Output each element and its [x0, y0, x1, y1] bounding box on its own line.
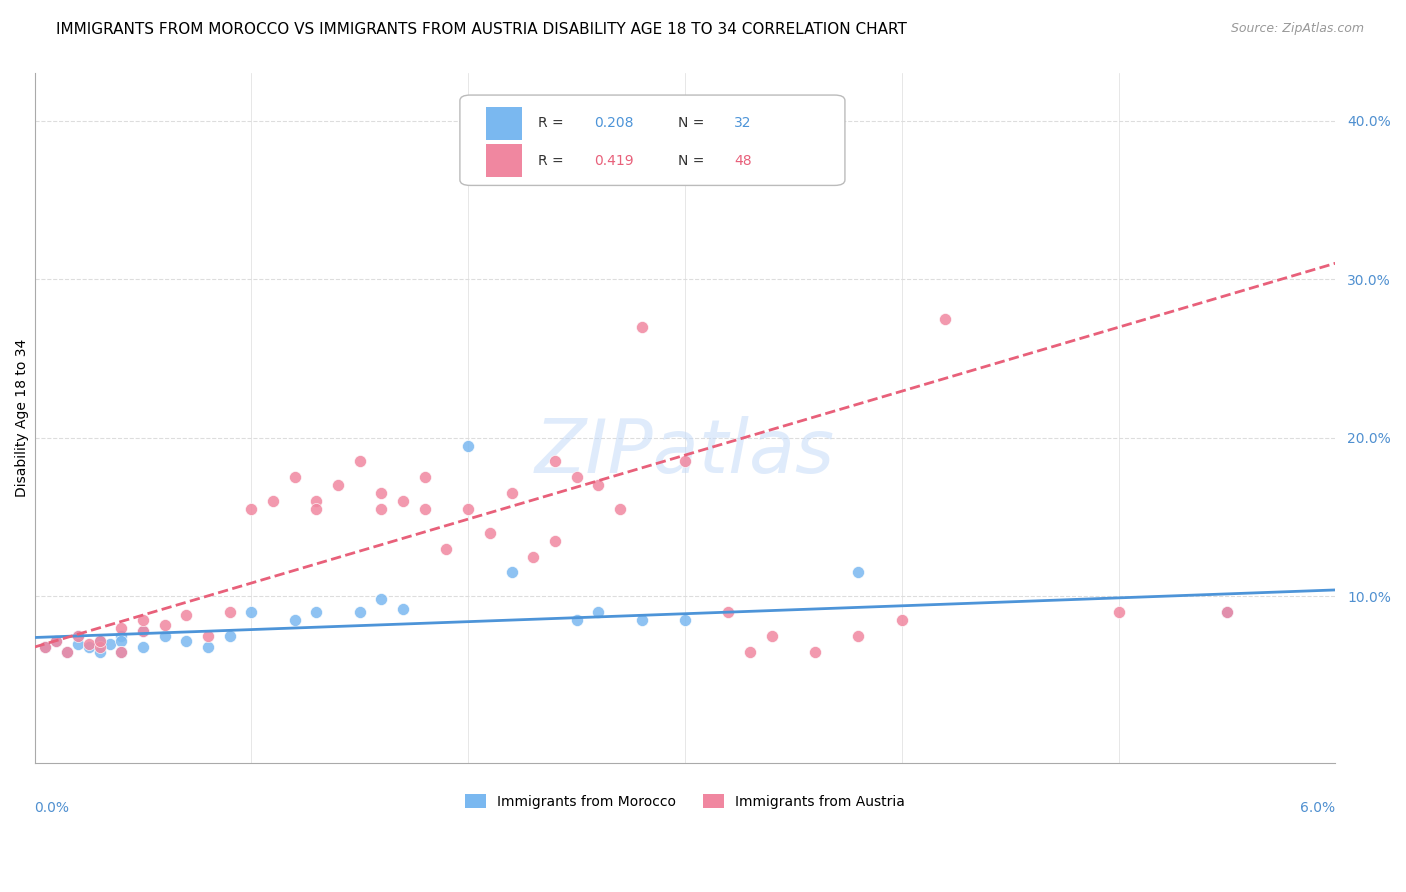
- Point: [110, 633, 132, 648]
- Point: [673, 613, 696, 627]
- Point: [501, 486, 523, 500]
- Point: [110, 645, 132, 659]
- Point: [565, 613, 588, 627]
- Point: [66, 629, 89, 643]
- Point: [501, 566, 523, 580]
- Point: [284, 613, 307, 627]
- Point: [586, 605, 609, 619]
- Point: [413, 502, 436, 516]
- Point: [1216, 605, 1239, 619]
- Point: [240, 605, 263, 619]
- Point: [45, 633, 67, 648]
- Point: [370, 486, 392, 500]
- Point: [717, 605, 740, 619]
- Point: [305, 605, 328, 619]
- Point: [392, 494, 415, 508]
- Text: IMMIGRANTS FROM MOROCCO VS IMMIGRANTS FROM AUSTRIA DISABILITY AGE 18 TO 34 CORRE: IMMIGRANTS FROM MOROCCO VS IMMIGRANTS FR…: [56, 22, 907, 37]
- Point: [110, 621, 132, 635]
- Point: [45, 633, 67, 648]
- Point: [522, 549, 544, 564]
- Point: [110, 645, 132, 659]
- Point: [66, 637, 89, 651]
- Point: [934, 311, 956, 326]
- Point: [66, 629, 89, 643]
- Point: [176, 633, 198, 648]
- Point: [110, 629, 132, 643]
- Point: [153, 617, 176, 632]
- Point: [56, 645, 79, 659]
- Point: [284, 470, 307, 484]
- Point: [349, 454, 371, 468]
- Point: [586, 478, 609, 492]
- Point: [197, 640, 219, 654]
- Point: [436, 541, 458, 556]
- Point: [77, 637, 100, 651]
- Point: [848, 566, 870, 580]
- Point: [89, 645, 111, 659]
- Point: [848, 629, 870, 643]
- Text: 6.0%: 6.0%: [1301, 801, 1336, 814]
- Point: [1108, 605, 1130, 619]
- Point: [132, 624, 155, 639]
- Point: [544, 454, 567, 468]
- Point: [630, 319, 652, 334]
- Point: [77, 640, 100, 654]
- FancyBboxPatch shape: [486, 107, 523, 140]
- Point: [89, 640, 111, 654]
- Point: [240, 502, 263, 516]
- Point: [392, 602, 415, 616]
- Point: [132, 613, 155, 627]
- Point: [262, 494, 284, 508]
- Point: [305, 494, 328, 508]
- Text: R =: R =: [538, 153, 568, 168]
- Point: [34, 640, 56, 654]
- Text: N =: N =: [679, 153, 709, 168]
- Point: [218, 605, 240, 619]
- Point: [89, 633, 111, 648]
- Legend: Immigrants from Morocco, Immigrants from Austria: Immigrants from Morocco, Immigrants from…: [460, 789, 911, 814]
- Point: [370, 502, 392, 516]
- Point: [197, 629, 219, 643]
- Point: [478, 525, 501, 540]
- Point: [132, 640, 155, 654]
- Text: Source: ZipAtlas.com: Source: ZipAtlas.com: [1230, 22, 1364, 36]
- Point: [132, 624, 155, 639]
- Point: [89, 633, 111, 648]
- Text: 0.0%: 0.0%: [35, 801, 69, 814]
- Point: [457, 502, 479, 516]
- Y-axis label: Disability Age 18 to 34: Disability Age 18 to 34: [15, 339, 30, 497]
- Point: [176, 608, 198, 623]
- Point: [1216, 605, 1239, 619]
- Text: 0.419: 0.419: [593, 153, 634, 168]
- Point: [153, 629, 176, 643]
- Point: [738, 645, 761, 659]
- Point: [56, 645, 79, 659]
- Text: 48: 48: [734, 153, 752, 168]
- Point: [34, 640, 56, 654]
- Text: N =: N =: [679, 117, 709, 130]
- Point: [349, 605, 371, 619]
- Point: [804, 645, 827, 659]
- Point: [457, 439, 479, 453]
- Point: [413, 470, 436, 484]
- Point: [630, 613, 652, 627]
- FancyBboxPatch shape: [486, 145, 523, 178]
- Point: [326, 478, 349, 492]
- Point: [100, 637, 122, 651]
- Point: [673, 454, 696, 468]
- Point: [370, 592, 392, 607]
- Point: [890, 613, 912, 627]
- Text: ZIPatlas: ZIPatlas: [534, 417, 835, 489]
- Point: [565, 470, 588, 484]
- Point: [305, 502, 328, 516]
- Text: 0.208: 0.208: [593, 117, 633, 130]
- Point: [218, 629, 240, 643]
- Text: R =: R =: [538, 117, 568, 130]
- Point: [544, 533, 567, 548]
- Text: 32: 32: [734, 117, 752, 130]
- FancyBboxPatch shape: [460, 95, 845, 186]
- Point: [761, 629, 783, 643]
- Point: [609, 502, 631, 516]
